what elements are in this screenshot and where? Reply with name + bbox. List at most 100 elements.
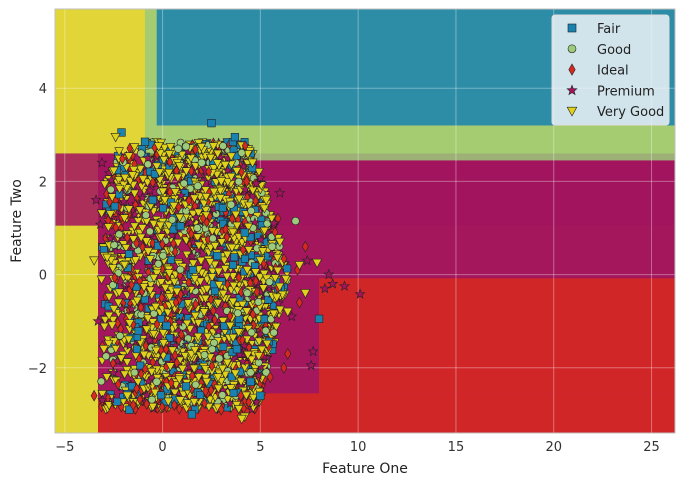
- point-very-good: [136, 233, 147, 243]
- legend-label: Good: [597, 43, 631, 58]
- point-very-good: [167, 346, 178, 356]
- point-premium: [251, 396, 262, 407]
- point-ideal: [90, 389, 98, 402]
- point-good: [265, 278, 274, 286]
- point-ideal: [207, 293, 215, 306]
- point-good: [261, 326, 270, 335]
- point-ideal: [253, 286, 261, 298]
- point-very-good: [214, 281, 224, 291]
- point-ideal: [208, 360, 216, 372]
- point-ideal: [252, 195, 259, 207]
- point-ideal: [185, 276, 192, 289]
- point-very-good: [199, 199, 209, 209]
- point-very-good: [270, 274, 281, 284]
- point-ideal: [228, 213, 236, 225]
- point-very-good: [282, 307, 293, 318]
- point-very-good: [113, 298, 124, 308]
- point-ideal: [207, 384, 215, 396]
- point-premium: [251, 177, 262, 189]
- point-good: [176, 265, 185, 274]
- point-very-good: [104, 292, 114, 302]
- point-very-good: [243, 150, 253, 159]
- point-very-good: [199, 308, 210, 318]
- point-very-good: [118, 180, 129, 190]
- point-ideal: [170, 399, 178, 411]
- point-very-good: [127, 171, 138, 181]
- point-very-good: [151, 346, 161, 356]
- point-very-good: [222, 272, 232, 282]
- point-good: [193, 181, 202, 191]
- point-fair: [260, 314, 269, 323]
- point-very-good: [294, 261, 305, 271]
- point-ideal: [245, 396, 252, 408]
- point-ideal: [192, 298, 199, 310]
- point-very-good: [189, 275, 200, 284]
- point-ideal: [171, 246, 179, 258]
- point-very-good: [272, 253, 283, 263]
- point-ideal: [149, 356, 157, 368]
- point-fair: [176, 222, 185, 231]
- point-ideal: [192, 143, 199, 156]
- point-ideal: [158, 292, 165, 304]
- point-good: [130, 368, 139, 377]
- point-good: [145, 227, 154, 236]
- point-fair: [210, 287, 219, 295]
- point-very-good: [217, 364, 228, 374]
- point-very-good: [274, 282, 285, 292]
- x-axis-ticks: −5 0 5 10 15 20 25: [55, 440, 660, 455]
- point-fair: [181, 382, 191, 391]
- point-very-good: [248, 393, 259, 403]
- point-very-good: [196, 256, 206, 266]
- point-fair: [157, 314, 165, 323]
- point-very-good: [201, 193, 211, 202]
- point-fair: [230, 253, 239, 262]
- point-very-good: [247, 158, 258, 168]
- point-good: [263, 219, 272, 228]
- point-good: [180, 179, 188, 188]
- point-very-good: [135, 165, 146, 174]
- point-very-good: [129, 222, 140, 232]
- y-axis-label: Feature Two: [9, 179, 25, 263]
- point-premium: [116, 303, 128, 314]
- point-very-good: [213, 384, 224, 394]
- point-premium: [238, 161, 249, 172]
- point-fair: [246, 233, 255, 242]
- point-very-good: [258, 284, 269, 294]
- legend-box: [551, 14, 670, 126]
- point-very-good: [100, 316, 110, 325]
- point-very-good: [99, 322, 110, 332]
- point-very-good: [97, 390, 108, 399]
- point-very-good: [300, 289, 311, 299]
- point-premium: [142, 152, 154, 163]
- point-very-good: [151, 162, 162, 172]
- point-very-good: [216, 177, 227, 187]
- point-good: [97, 377, 106, 386]
- point-ideal: [301, 240, 309, 253]
- point-very-good: [105, 210, 116, 220]
- point-ideal: [111, 272, 118, 284]
- point-very-good: [145, 286, 156, 296]
- point-premium: [307, 345, 319, 357]
- point-very-good: [163, 308, 173, 318]
- point-ideal: [274, 212, 282, 225]
- point-fair: [125, 250, 133, 258]
- point-very-good: [108, 166, 119, 176]
- point-ideal: [153, 318, 161, 331]
- point-very-good: [210, 242, 220, 251]
- point-very-good: [107, 193, 118, 203]
- point-very-good: [257, 345, 267, 355]
- point-premium: [253, 370, 264, 380]
- point-very-good: [102, 253, 112, 263]
- point-very-good: [275, 305, 285, 315]
- point-premium: [94, 219, 106, 229]
- point-very-good: [208, 142, 219, 152]
- point-ideal: [226, 310, 234, 322]
- point-very-good: [312, 258, 323, 269]
- y-tick-label: −2: [28, 362, 47, 377]
- point-very-good: [122, 274, 133, 284]
- point-premium: [175, 190, 187, 201]
- point-very-good: [120, 173, 130, 183]
- point-ideal: [119, 153, 126, 165]
- point-very-good: [103, 339, 114, 349]
- point-premium: [305, 359, 317, 371]
